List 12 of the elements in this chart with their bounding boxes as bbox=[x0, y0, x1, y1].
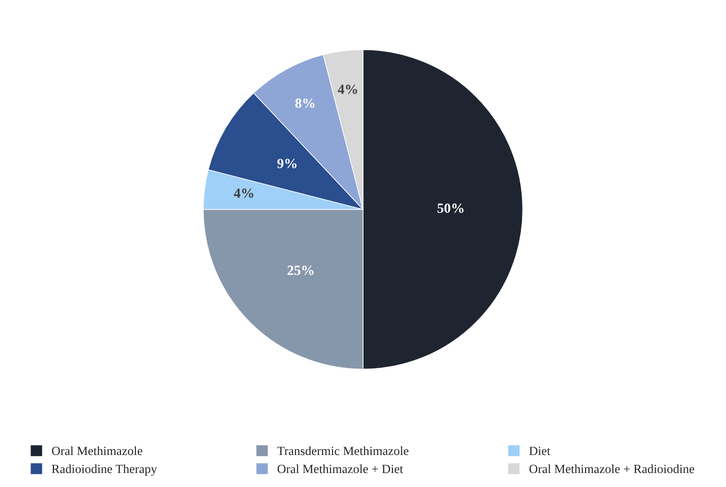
legend-label: Transdermic Methimazole bbox=[277, 446, 408, 456]
data-label: 8% bbox=[295, 98, 314, 108]
data-label: 4% bbox=[234, 188, 254, 198]
legend-label: Diet bbox=[529, 446, 550, 456]
legend-label: Oral Methimazole + Diet bbox=[278, 464, 404, 474]
legend-label: Oral Methimazole + Radioiodine bbox=[529, 464, 694, 474]
data-label: 25% bbox=[288, 266, 314, 276]
legend-label: Oral Methimazole bbox=[52, 446, 142, 456]
data-label: 4% bbox=[338, 84, 358, 94]
data-label: 50% bbox=[438, 204, 464, 213]
data-label: 9% bbox=[277, 158, 296, 168]
legend-label: Radioiodine Therapy bbox=[52, 464, 158, 476]
